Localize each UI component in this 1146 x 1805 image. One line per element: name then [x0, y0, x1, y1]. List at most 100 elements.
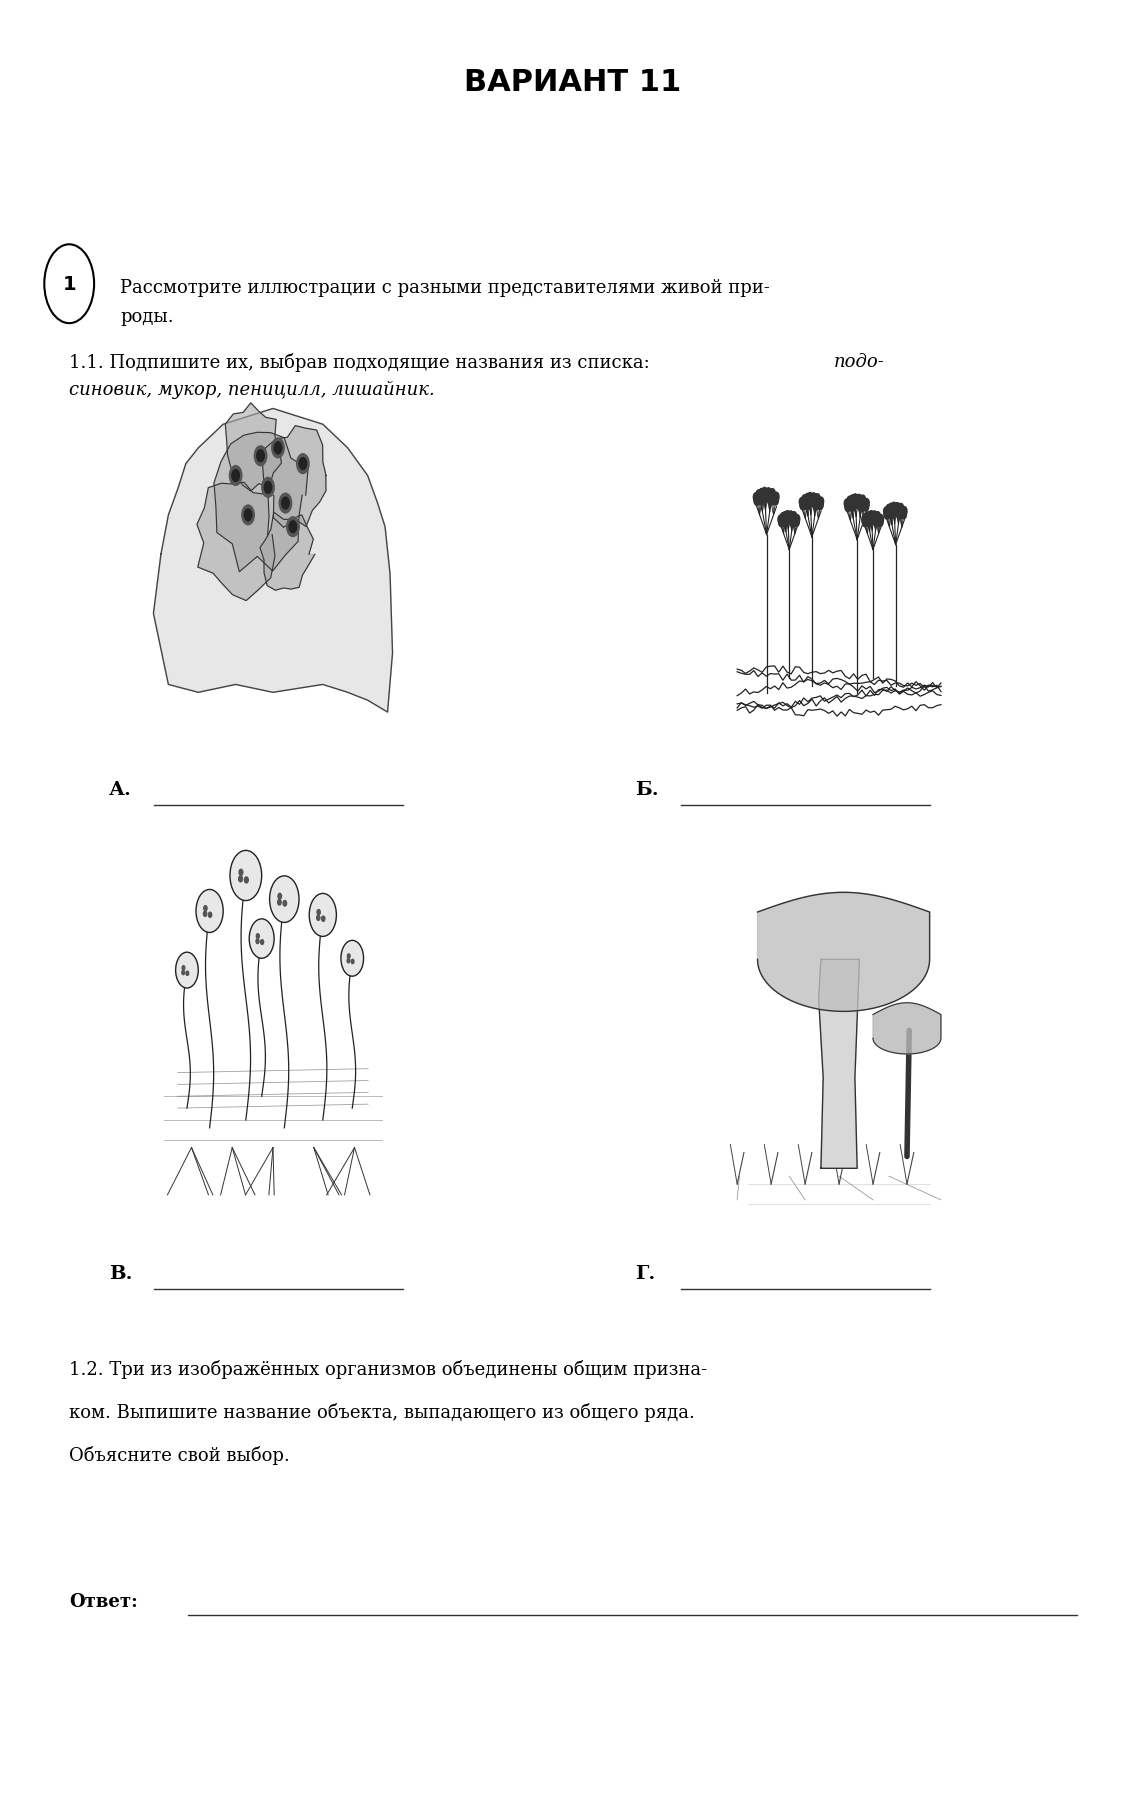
Circle shape	[249, 919, 274, 958]
Circle shape	[783, 516, 788, 525]
Circle shape	[884, 509, 889, 518]
Circle shape	[856, 495, 862, 504]
Text: А.: А.	[109, 782, 132, 798]
Circle shape	[807, 498, 813, 507]
Circle shape	[892, 509, 896, 516]
Circle shape	[240, 870, 243, 875]
Text: Рассмотрите иллюстрации с разными представителями живой при-: Рассмотрите иллюстрации с разными предст…	[120, 280, 770, 298]
Circle shape	[857, 498, 862, 505]
Circle shape	[866, 516, 872, 525]
Circle shape	[278, 893, 282, 899]
Circle shape	[759, 491, 764, 500]
Circle shape	[863, 520, 868, 527]
Circle shape	[753, 493, 759, 502]
Circle shape	[802, 496, 807, 505]
Circle shape	[759, 496, 764, 505]
Circle shape	[756, 493, 762, 502]
Circle shape	[895, 504, 901, 513]
Circle shape	[783, 516, 788, 525]
Circle shape	[894, 507, 900, 516]
Circle shape	[272, 439, 284, 458]
Circle shape	[889, 504, 894, 513]
Circle shape	[756, 491, 762, 500]
Circle shape	[756, 496, 762, 505]
Circle shape	[780, 514, 786, 523]
Circle shape	[854, 496, 860, 505]
Circle shape	[289, 522, 297, 532]
Circle shape	[871, 513, 877, 522]
Circle shape	[770, 496, 776, 505]
Circle shape	[810, 498, 816, 507]
Circle shape	[283, 901, 286, 906]
Circle shape	[787, 513, 793, 522]
Circle shape	[868, 516, 872, 523]
Text: Г.: Г.	[635, 1264, 656, 1282]
Circle shape	[785, 511, 791, 520]
Circle shape	[848, 502, 853, 509]
Circle shape	[861, 498, 865, 507]
Circle shape	[788, 513, 794, 520]
Circle shape	[814, 498, 819, 507]
Circle shape	[175, 953, 198, 989]
Circle shape	[855, 498, 860, 507]
Circle shape	[878, 516, 884, 525]
Circle shape	[257, 451, 265, 462]
Circle shape	[804, 495, 810, 504]
Circle shape	[847, 496, 853, 505]
Circle shape	[864, 514, 870, 523]
Circle shape	[892, 507, 897, 516]
Circle shape	[861, 500, 866, 509]
Circle shape	[869, 514, 874, 523]
Circle shape	[864, 500, 869, 507]
Circle shape	[817, 502, 823, 511]
Text: ВАРИАНТ 11: ВАРИАНТ 11	[464, 69, 682, 97]
Circle shape	[809, 498, 815, 507]
Circle shape	[309, 893, 337, 937]
Circle shape	[857, 500, 863, 509]
Circle shape	[853, 495, 858, 504]
Circle shape	[897, 505, 903, 514]
Text: 1.2. Три из изображённых организмов объединены общим призна-: 1.2. Три из изображённых организмов объе…	[69, 1359, 707, 1379]
Circle shape	[849, 498, 855, 507]
Circle shape	[794, 516, 800, 525]
Text: роды.: роды.	[120, 309, 174, 327]
Circle shape	[788, 514, 794, 522]
Circle shape	[811, 498, 817, 507]
Circle shape	[813, 500, 818, 509]
Circle shape	[785, 516, 791, 525]
Circle shape	[897, 507, 903, 516]
Circle shape	[847, 498, 853, 507]
Circle shape	[856, 496, 861, 505]
Circle shape	[762, 491, 768, 498]
Circle shape	[853, 500, 858, 509]
Circle shape	[788, 516, 794, 523]
Circle shape	[863, 504, 869, 513]
Circle shape	[815, 502, 821, 509]
Circle shape	[871, 516, 876, 525]
Circle shape	[783, 514, 788, 523]
Circle shape	[804, 496, 810, 505]
Circle shape	[861, 504, 866, 511]
Circle shape	[802, 500, 807, 507]
Circle shape	[853, 498, 858, 507]
Circle shape	[762, 493, 768, 500]
Circle shape	[286, 518, 299, 538]
Circle shape	[254, 446, 267, 466]
Circle shape	[849, 496, 855, 504]
Circle shape	[892, 507, 897, 514]
Circle shape	[896, 507, 902, 516]
Circle shape	[856, 495, 862, 504]
Circle shape	[870, 513, 876, 522]
Circle shape	[754, 498, 760, 505]
Circle shape	[889, 507, 895, 516]
Circle shape	[858, 502, 864, 511]
Polygon shape	[873, 1004, 941, 1054]
Circle shape	[764, 495, 770, 502]
Circle shape	[808, 495, 814, 504]
Circle shape	[860, 500, 865, 509]
Circle shape	[768, 495, 774, 504]
Circle shape	[790, 518, 795, 525]
Circle shape	[762, 489, 768, 498]
Text: ком. Выпишите название объекта, выпадающего из общего ряда.: ком. Выпишите название объекта, выпадающ…	[69, 1402, 696, 1421]
Circle shape	[866, 516, 872, 525]
